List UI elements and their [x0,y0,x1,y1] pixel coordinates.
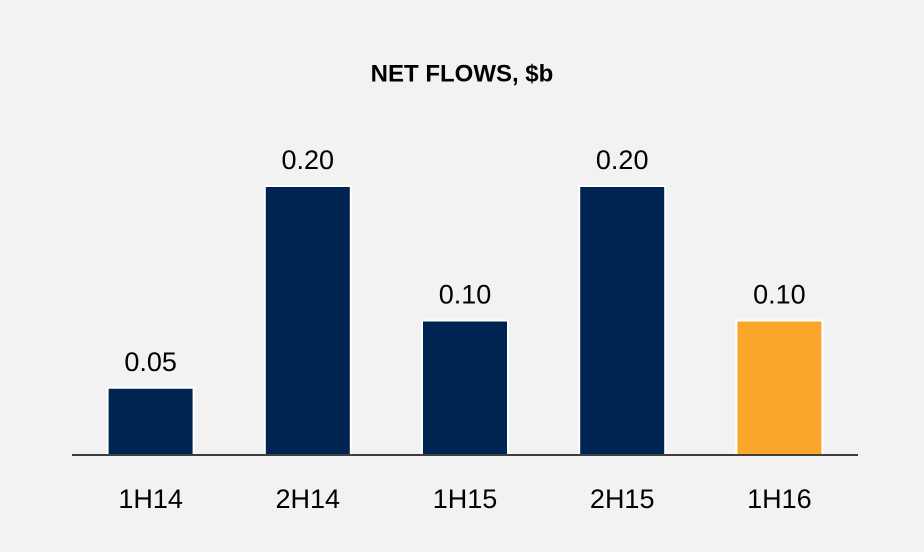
value-label: 0.10 [753,280,806,310]
bar [421,319,509,456]
value-label: 0.05 [124,347,177,377]
value-label: 0.10 [439,280,492,310]
bar [106,386,195,456]
value-label: 0.20 [282,145,335,175]
bar [578,185,667,456]
x-tick-label: 2H15 [590,484,655,514]
bar [263,185,352,456]
x-tick-label: 2H14 [276,484,341,514]
value-label: 0.20 [596,145,649,175]
x-tick-label: 1H16 [747,484,812,514]
bar [735,319,824,456]
chart-title: NET FLOWS, $b [371,60,554,87]
x-tick-label: 1H15 [433,484,498,514]
x-tick-label: 1H14 [118,484,183,514]
